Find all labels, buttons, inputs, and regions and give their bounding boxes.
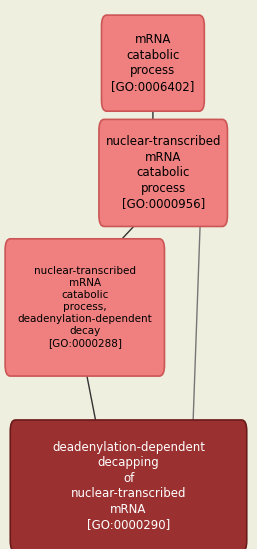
FancyBboxPatch shape (102, 15, 204, 111)
Text: nuclear-transcribed
mRNA
catabolic
process,
deadenylation-dependent
decay
[GO:00: nuclear-transcribed mRNA catabolic proce… (17, 266, 152, 349)
FancyBboxPatch shape (5, 239, 164, 376)
Text: mRNA
catabolic
process
[GO:0006402]: mRNA catabolic process [GO:0006402] (111, 33, 195, 93)
FancyBboxPatch shape (99, 120, 227, 226)
Text: nuclear-transcribed
mRNA
catabolic
process
[GO:0000956]: nuclear-transcribed mRNA catabolic proce… (105, 136, 221, 210)
Text: deadenylation-dependent
decapping
of
nuclear-transcribed
mRNA
[GO:0000290]: deadenylation-dependent decapping of nuc… (52, 441, 205, 531)
FancyBboxPatch shape (10, 420, 247, 549)
